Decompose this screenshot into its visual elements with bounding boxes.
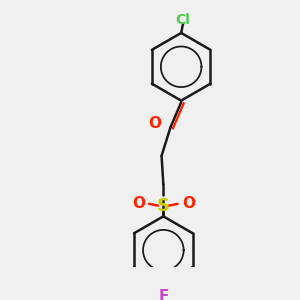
Text: Cl: Cl — [176, 14, 190, 28]
Text: O: O — [148, 116, 161, 131]
Text: O: O — [182, 196, 195, 211]
Text: O: O — [132, 196, 145, 211]
Text: S: S — [157, 197, 170, 215]
Text: F: F — [158, 289, 169, 300]
